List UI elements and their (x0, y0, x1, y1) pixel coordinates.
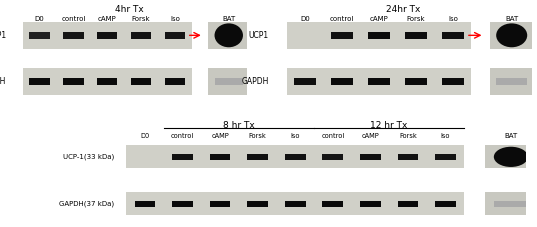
Bar (210, 201, 230, 207)
Bar (131, 32, 151, 39)
Text: cAMP: cAMP (211, 133, 229, 139)
Text: D0: D0 (34, 16, 45, 22)
Bar (248, 201, 268, 207)
Bar (63, 78, 84, 85)
Bar (126, 145, 464, 168)
Bar (208, 22, 249, 49)
Bar (285, 154, 306, 160)
Text: UCP1: UCP1 (249, 31, 268, 40)
Text: control: control (330, 16, 354, 22)
Bar (63, 32, 84, 39)
Text: Forsk: Forsk (407, 16, 425, 22)
Bar (126, 192, 464, 215)
Text: 8 hr Tx: 8 hr Tx (223, 121, 255, 130)
Text: Iso: Iso (170, 16, 180, 22)
Bar (496, 78, 527, 85)
Bar (442, 78, 464, 85)
Text: Iso: Iso (441, 133, 450, 139)
Text: GAPDH: GAPDH (0, 77, 6, 86)
Bar (484, 145, 537, 168)
Text: BAT: BAT (222, 16, 235, 22)
Text: control: control (171, 133, 194, 139)
Bar (397, 154, 418, 160)
Bar (285, 201, 306, 207)
Bar (210, 154, 230, 160)
Text: Forsk: Forsk (249, 133, 266, 139)
Bar (214, 78, 243, 85)
Text: BAT: BAT (505, 16, 518, 22)
Bar (208, 68, 249, 95)
Text: D0: D0 (141, 133, 150, 139)
Text: control: control (321, 133, 344, 139)
Bar (360, 154, 381, 160)
Bar (494, 201, 528, 207)
Text: cAMP: cAMP (361, 133, 379, 139)
Text: GAPDH: GAPDH (241, 77, 268, 86)
Bar (23, 68, 192, 95)
Bar (248, 154, 268, 160)
Bar (23, 22, 192, 49)
Text: D0: D0 (300, 16, 310, 22)
Ellipse shape (496, 23, 527, 47)
Bar (331, 32, 353, 39)
Text: Forsk: Forsk (132, 16, 150, 22)
Text: 4hr Tx: 4hr Tx (114, 5, 143, 14)
Bar (172, 201, 193, 207)
Text: BAT: BAT (504, 133, 518, 139)
Bar (294, 78, 316, 85)
Bar (368, 32, 390, 39)
Bar (435, 201, 456, 207)
Bar (435, 154, 456, 160)
Bar (397, 201, 418, 207)
Bar (331, 78, 353, 85)
Bar (165, 78, 185, 85)
Text: 24hr Tx: 24hr Tx (386, 5, 420, 14)
Bar (368, 78, 390, 85)
Text: UCP1: UCP1 (0, 31, 6, 40)
Bar (490, 22, 534, 49)
Bar (131, 78, 151, 85)
Text: Iso: Iso (448, 16, 458, 22)
Bar (135, 201, 155, 207)
Text: UCP-1(33 kDa): UCP-1(33 kDa) (63, 154, 114, 160)
Bar (484, 192, 537, 215)
Bar (30, 32, 49, 39)
Bar (360, 201, 381, 207)
Bar (97, 78, 118, 85)
Text: GAPDH(37 kDa): GAPDH(37 kDa) (59, 201, 114, 207)
Text: cAMP: cAMP (98, 16, 117, 22)
Bar (97, 32, 118, 39)
Bar (442, 32, 464, 39)
Bar (323, 154, 343, 160)
Ellipse shape (214, 23, 243, 47)
Text: control: control (61, 16, 85, 22)
Text: Forsk: Forsk (399, 133, 417, 139)
Bar (165, 32, 185, 39)
Text: Iso: Iso (291, 133, 300, 139)
Bar (287, 22, 471, 49)
Bar (287, 68, 471, 95)
Bar (172, 154, 193, 160)
Bar (405, 32, 427, 39)
Bar (490, 68, 534, 95)
Text: 12 hr Tx: 12 hr Tx (371, 121, 408, 130)
Bar (323, 201, 343, 207)
Bar (405, 78, 427, 85)
Bar (30, 78, 49, 85)
Text: cAMP: cAMP (370, 16, 388, 22)
Ellipse shape (494, 147, 528, 167)
